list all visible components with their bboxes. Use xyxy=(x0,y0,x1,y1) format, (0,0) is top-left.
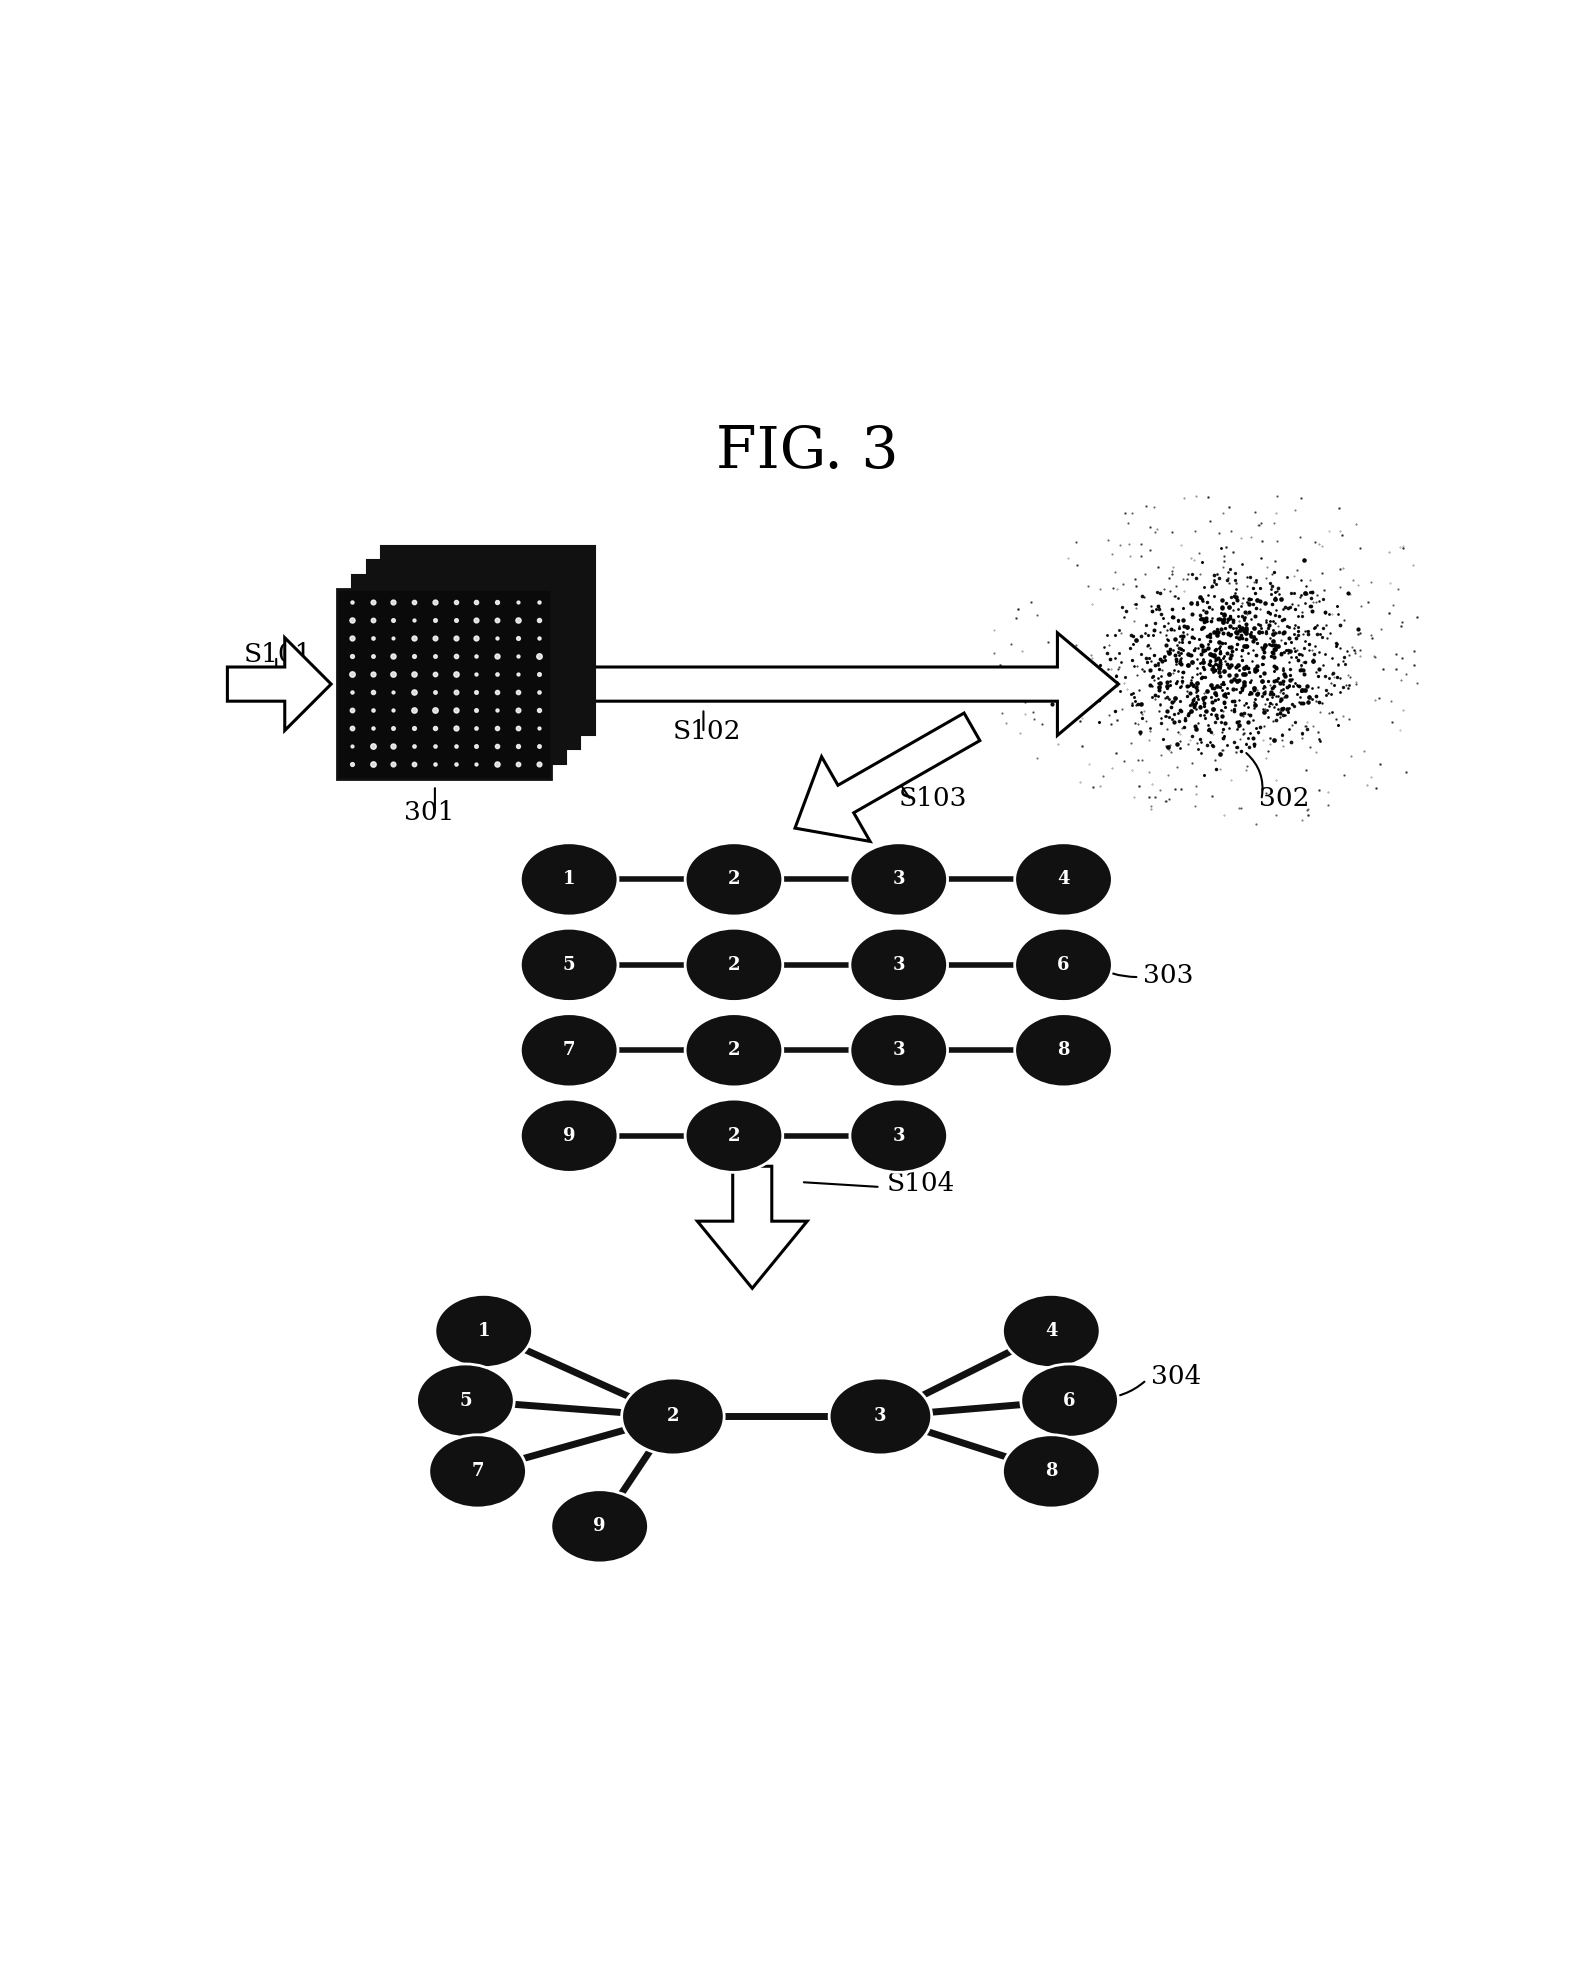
Ellipse shape xyxy=(685,928,783,1001)
Ellipse shape xyxy=(685,1013,783,1086)
Text: 5: 5 xyxy=(458,1392,472,1409)
Ellipse shape xyxy=(828,1378,932,1455)
Text: 4: 4 xyxy=(1046,1323,1057,1340)
Text: S101: S101 xyxy=(243,643,312,666)
Text: 2: 2 xyxy=(728,871,740,889)
Bar xyxy=(351,576,565,765)
Text: 7: 7 xyxy=(562,1041,575,1058)
Ellipse shape xyxy=(685,844,783,917)
Text: S103: S103 xyxy=(899,786,967,812)
Text: S104: S104 xyxy=(887,1171,954,1196)
Text: 8: 8 xyxy=(1057,1041,1069,1058)
Ellipse shape xyxy=(520,1100,617,1173)
Ellipse shape xyxy=(850,1013,948,1086)
Text: 3: 3 xyxy=(893,956,906,974)
Text: 6: 6 xyxy=(1063,1392,1076,1409)
Text: 6: 6 xyxy=(1057,956,1069,974)
Text: 3: 3 xyxy=(893,1041,906,1058)
Text: 303: 303 xyxy=(1143,964,1194,987)
Text: 2: 2 xyxy=(728,956,740,974)
Text: 5: 5 xyxy=(562,956,575,974)
Ellipse shape xyxy=(1014,928,1112,1001)
Text: 3: 3 xyxy=(874,1407,887,1425)
Polygon shape xyxy=(558,633,1118,735)
Text: 3: 3 xyxy=(893,871,906,889)
Ellipse shape xyxy=(685,1100,783,1173)
Ellipse shape xyxy=(850,1100,948,1173)
Ellipse shape xyxy=(850,844,948,917)
Ellipse shape xyxy=(1021,1364,1118,1437)
Ellipse shape xyxy=(520,844,617,917)
Text: 9: 9 xyxy=(594,1518,606,1535)
Bar xyxy=(381,546,595,735)
Text: 7: 7 xyxy=(471,1462,484,1480)
Text: 4: 4 xyxy=(1057,871,1069,889)
Ellipse shape xyxy=(1014,844,1112,917)
Ellipse shape xyxy=(850,928,948,1001)
Ellipse shape xyxy=(1002,1435,1099,1508)
Text: 1: 1 xyxy=(562,871,575,889)
Text: 2: 2 xyxy=(666,1407,679,1425)
Text: 2: 2 xyxy=(728,1041,740,1058)
Ellipse shape xyxy=(1014,1013,1112,1086)
Ellipse shape xyxy=(622,1378,724,1455)
Ellipse shape xyxy=(435,1295,532,1368)
Ellipse shape xyxy=(520,1013,617,1086)
Ellipse shape xyxy=(551,1490,649,1563)
Text: 1: 1 xyxy=(477,1323,490,1340)
Text: 3: 3 xyxy=(893,1127,906,1145)
Ellipse shape xyxy=(428,1435,526,1508)
Bar xyxy=(367,560,580,749)
Text: S102: S102 xyxy=(673,719,742,743)
Polygon shape xyxy=(795,714,980,842)
Ellipse shape xyxy=(416,1364,515,1437)
Text: 8: 8 xyxy=(1046,1462,1057,1480)
Text: 304: 304 xyxy=(1151,1364,1202,1388)
Ellipse shape xyxy=(1002,1295,1099,1368)
Ellipse shape xyxy=(520,928,617,1001)
Text: 301: 301 xyxy=(405,800,455,824)
Polygon shape xyxy=(698,1167,806,1289)
Text: 2: 2 xyxy=(728,1127,740,1145)
Text: 9: 9 xyxy=(562,1127,575,1145)
Text: FIG. 3: FIG. 3 xyxy=(717,424,898,481)
Polygon shape xyxy=(227,639,331,731)
Bar xyxy=(337,589,551,779)
Text: 302: 302 xyxy=(1258,786,1309,812)
